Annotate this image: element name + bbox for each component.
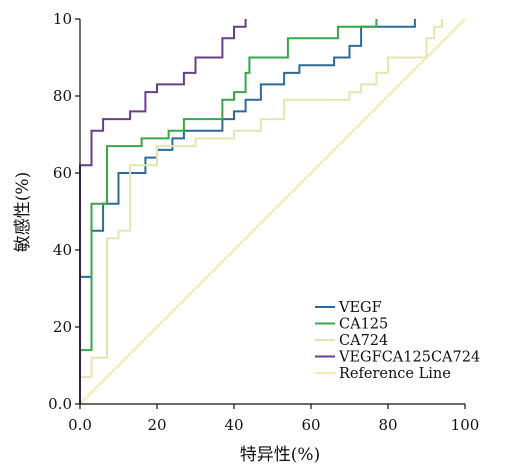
series-line-ca724	[79, 19, 443, 404]
x-tick-label: 100	[451, 416, 480, 434]
x-tick-label: 60	[301, 416, 320, 434]
series-line-vegfca125ca724	[79, 19, 247, 404]
x-ticks: 0.0 20 40 60 80 100	[68, 404, 479, 434]
y-tick-label: 20	[53, 318, 72, 336]
legend-label-vegfca125ca724: VEGFCA125CA724	[338, 350, 480, 366]
x-axis-label: 特异性(%)	[240, 445, 320, 465]
y-tick-label: 40	[53, 241, 72, 259]
axes	[79, 19, 465, 405]
x-tick-label: 0.0	[68, 416, 92, 434]
legend-label-vegf: VEGF	[338, 300, 382, 316]
x-tick-label: 80	[378, 416, 397, 434]
legend-label-reference-line: Reference Line	[339, 366, 451, 382]
series-line-vegf	[79, 19, 416, 404]
legend-label-ca724: CA724	[339, 333, 388, 349]
x-tick-label: 20	[147, 416, 166, 434]
y-ticks: 0.0 20 40 60 80 10	[48, 10, 80, 413]
y-tick-label: 0.0	[48, 395, 72, 413]
x-tick-label: 40	[224, 416, 243, 434]
series-line-ca125	[79, 19, 378, 404]
legend-label-ca125: CA125	[339, 317, 388, 333]
y-tick-label: 80	[53, 87, 72, 105]
series-line-reference-line	[79, 18, 466, 405]
series-layer	[79, 18, 466, 405]
y-tick-label: 60	[53, 164, 72, 182]
y-tick-label: 10	[53, 10, 72, 28]
y-axis-label: 敏感性(%)	[13, 172, 33, 252]
